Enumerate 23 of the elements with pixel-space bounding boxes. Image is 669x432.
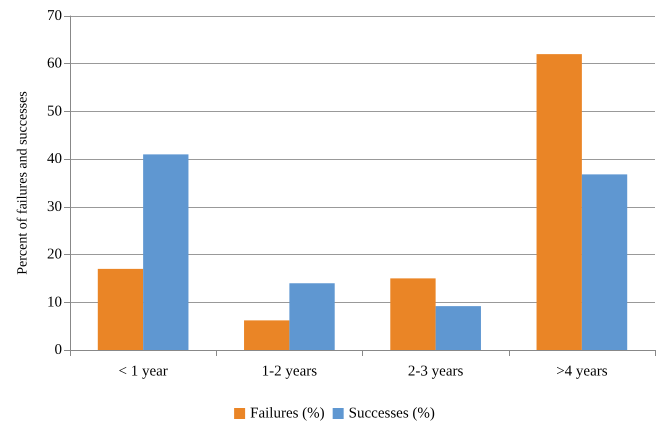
y-tick-label: 40	[47, 151, 62, 168]
y-tick-label: 70	[47, 8, 62, 24]
x-tick-label: >4 years	[556, 364, 608, 380]
x-tick-label: 1-2 years	[262, 364, 318, 380]
bar	[98, 268, 144, 350]
y-tick-label: 0	[54, 342, 62, 358]
bar	[390, 278, 436, 350]
bar	[436, 306, 481, 350]
y-tick-label: 20	[47, 246, 62, 263]
legend-label: Successes (%)	[348, 406, 435, 422]
bar	[536, 54, 582, 350]
y-tick-label: 50	[47, 103, 62, 120]
bar	[582, 174, 628, 350]
y-tick-label: 10	[47, 294, 62, 310]
legend-label: Failures (%)	[250, 406, 325, 422]
y-axis-title: Percent of failures and successes	[16, 91, 30, 275]
y-tick-label: 60	[47, 56, 62, 72]
x-tick-label: < 1 year	[118, 364, 168, 380]
bar	[143, 154, 188, 350]
bar	[289, 283, 335, 350]
x-tick-label: 2-3 years	[408, 364, 464, 380]
y-tick-label: 30	[47, 198, 62, 215]
bar	[244, 320, 290, 350]
